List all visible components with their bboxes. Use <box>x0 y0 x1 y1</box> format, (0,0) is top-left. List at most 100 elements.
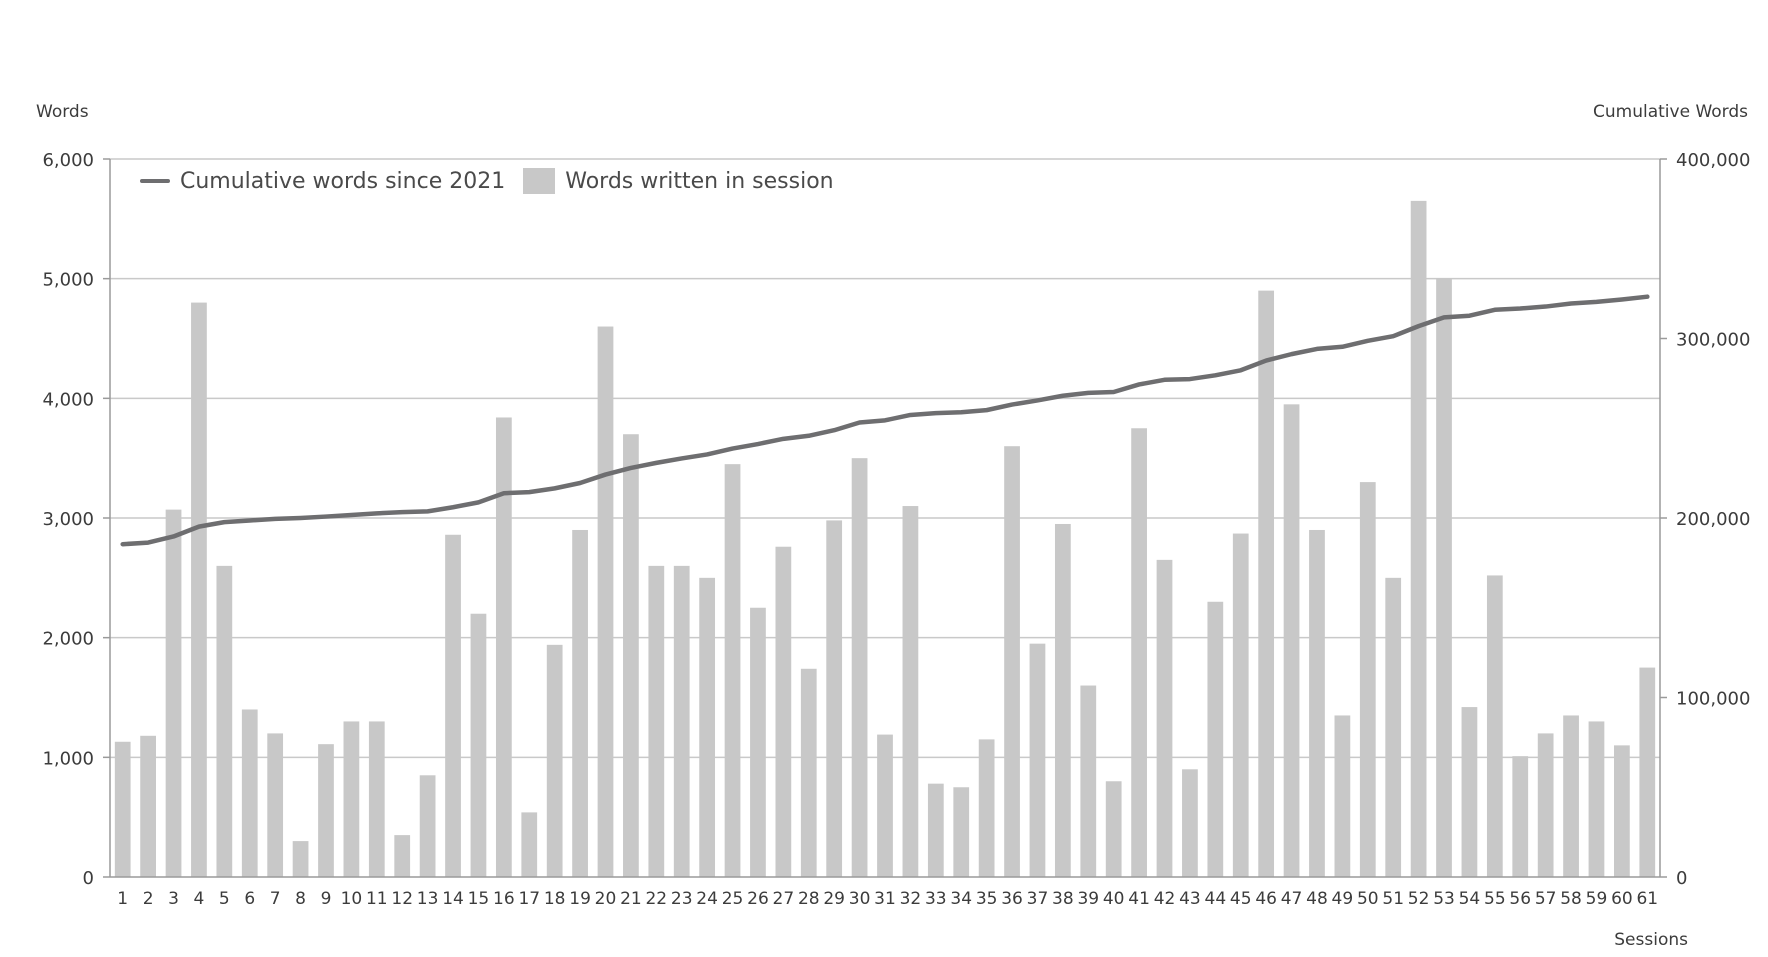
y-tick-label-left: 4,000 <box>42 389 94 410</box>
x-tick-label: 32 <box>900 889 922 909</box>
bar <box>851 458 868 877</box>
bar <box>1614 745 1630 877</box>
bar <box>877 734 893 877</box>
y-tick-label-left: 5,000 <box>42 270 94 291</box>
bar <box>699 577 716 877</box>
x-tick-label: 24 <box>696 889 718 909</box>
gridlines <box>110 158 1660 759</box>
x-tick-label: 16 <box>493 889 515 909</box>
bar <box>1588 721 1605 877</box>
bar <box>191 302 207 878</box>
bar <box>165 509 182 877</box>
y-tick-label-right: 200,000 <box>1676 509 1750 530</box>
x-tick-label: 14 <box>442 889 464 909</box>
bar <box>1563 715 1579 877</box>
bar <box>902 506 919 877</box>
bar <box>343 721 360 877</box>
x-tick-label: 13 <box>417 889 439 909</box>
bar <box>394 835 411 877</box>
x-tick-label: 5 <box>219 889 230 909</box>
x-tick-label: 55 <box>1484 889 1506 909</box>
bar <box>1105 781 1122 877</box>
x-axis-label: Sessions <box>1614 930 1688 950</box>
x-tick-label: 48 <box>1306 889 1328 909</box>
bar <box>445 534 461 877</box>
bar <box>1156 559 1173 877</box>
x-tick-label: 41 <box>1128 889 1150 909</box>
bar <box>1436 278 1452 878</box>
x-tick-label: 22 <box>645 889 667 909</box>
bar <box>572 529 588 877</box>
bar <box>800 668 817 877</box>
x-tick-label: 26 <box>747 889 769 909</box>
y-tick-label-right: 0 <box>1676 868 1687 889</box>
x-tick-label: 57 <box>1535 889 1557 909</box>
bar <box>495 417 512 877</box>
y-tick-label-left: 0 <box>83 868 94 889</box>
bar <box>1131 428 1147 877</box>
bar <box>1639 667 1656 877</box>
legend-item-session: Words written in session <box>565 168 834 194</box>
x-tick-label: 31 <box>874 889 896 909</box>
x-tick-label: 35 <box>976 889 998 909</box>
x-tick-label: 21 <box>620 889 642 909</box>
bar <box>318 744 334 877</box>
bar <box>775 546 792 877</box>
x-tick-label: 8 <box>295 889 306 909</box>
x-tick-label: 46 <box>1255 889 1277 909</box>
y-tick-label-left: 1,000 <box>42 748 94 769</box>
x-tick-label: 23 <box>671 889 693 909</box>
x-tick-label: 59 <box>1586 889 1608 909</box>
bar <box>1080 685 1097 877</box>
bar <box>1410 200 1427 878</box>
x-tick-label: 36 <box>1001 889 1023 909</box>
bar <box>724 464 741 877</box>
x-tick-label: 44 <box>1205 889 1227 909</box>
bar <box>1486 575 1503 877</box>
x-tick-label: 51 <box>1382 889 1404 909</box>
y-tick-label-left: 6,000 <box>42 150 94 171</box>
legend-item-cumulative: Cumulative words since 2021 <box>180 168 506 194</box>
bar <box>1537 733 1554 877</box>
x-tick-label: 38 <box>1052 889 1074 909</box>
bar <box>1309 529 1325 877</box>
bar <box>419 775 436 877</box>
bar <box>1512 756 1529 877</box>
x-tick-label: 34 <box>950 889 972 909</box>
bar <box>1232 533 1249 877</box>
bar <box>1207 601 1224 877</box>
x-tick-label: 43 <box>1179 889 1201 909</box>
x-tick-label: 2 <box>143 889 154 909</box>
x-tick-label: 17 <box>518 889 540 909</box>
legend-line-swatch <box>140 179 170 183</box>
x-tick-label: 53 <box>1433 889 1455 909</box>
x-tick-label: 52 <box>1408 889 1430 909</box>
x-tick-label: 42 <box>1154 889 1176 909</box>
bar <box>267 733 284 877</box>
bar <box>1385 577 1402 877</box>
x-tick-label: 25 <box>722 889 744 909</box>
bar <box>1258 290 1275 878</box>
x-tick-label: 6 <box>244 889 255 909</box>
bar <box>114 741 131 877</box>
x-tick-label: 58 <box>1560 889 1582 909</box>
x-tick-label: 3 <box>168 889 179 909</box>
cumulative-line-layer <box>120 294 1650 547</box>
bar <box>368 721 385 877</box>
bar <box>1461 707 1478 877</box>
x-tick-label: 11 <box>366 889 388 909</box>
x-tick-label: 61 <box>1636 889 1658 909</box>
x-tick-label: 47 <box>1281 889 1303 909</box>
bar <box>826 520 843 877</box>
x-tick-label: 45 <box>1230 889 1252 909</box>
bar <box>673 565 690 877</box>
x-tick-label: 29 <box>823 889 845 909</box>
x-tick-label: 33 <box>925 889 947 909</box>
y-axis-label-right: Cumulative Words <box>1593 102 1748 122</box>
x-tick-label: 37 <box>1027 889 1049 909</box>
bar <box>1004 446 1020 877</box>
x-tick-label: 60 <box>1611 889 1633 909</box>
x-tick-label: 15 <box>468 889 490 909</box>
right-axis-ticks: 0 100,000 200,000 300,000 400,000 <box>1660 150 1750 889</box>
x-tick-label: 12 <box>391 889 413 909</box>
